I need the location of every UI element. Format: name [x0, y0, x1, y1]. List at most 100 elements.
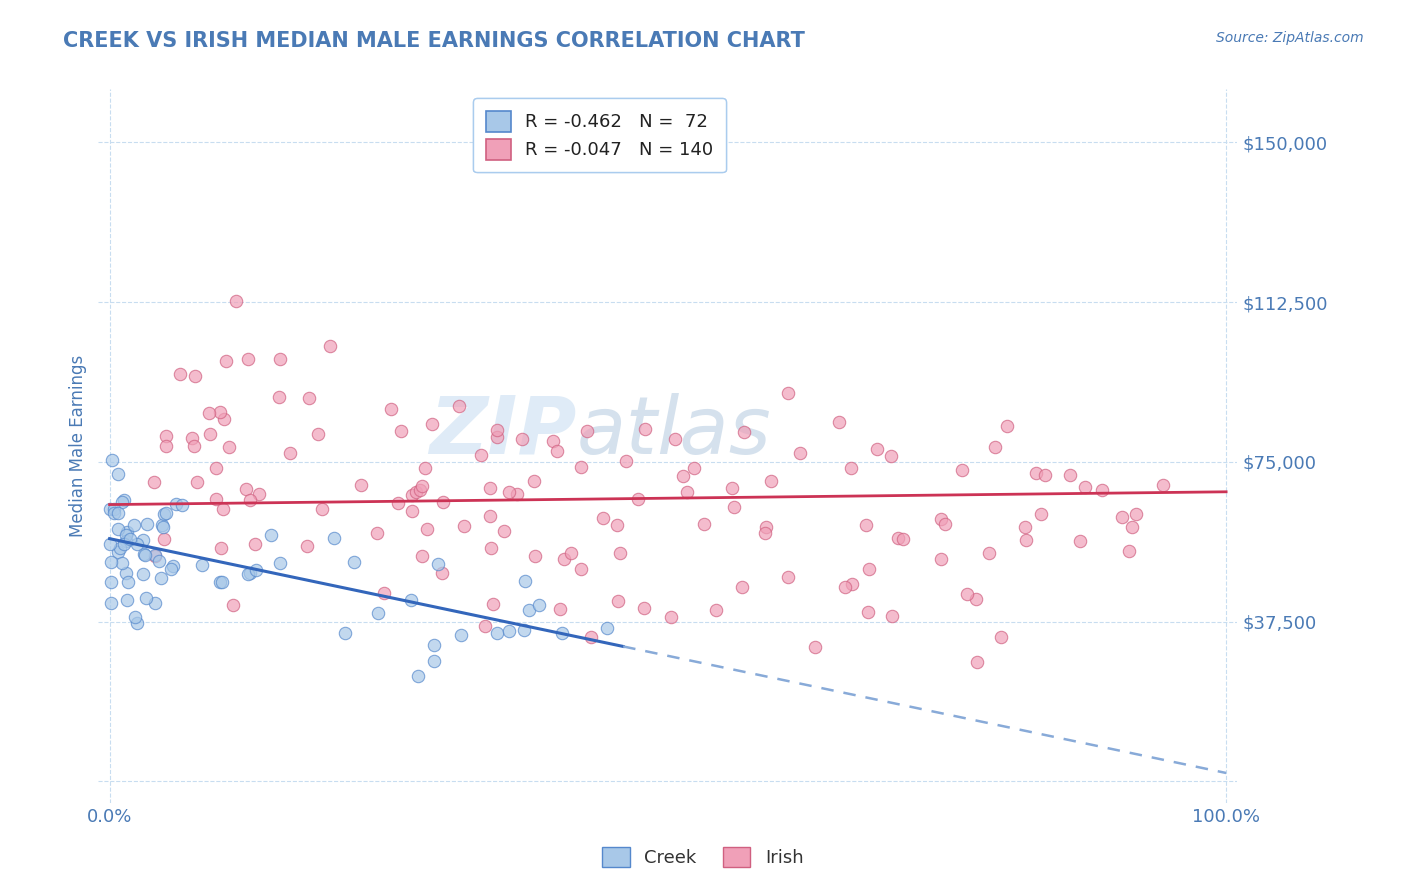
Point — [373, 586, 395, 600]
Point — [1033, 467, 1056, 482]
Point — [319, 339, 342, 353]
Point — [995, 418, 1018, 433]
Point — [307, 426, 329, 441]
Point — [498, 485, 520, 500]
Point — [380, 402, 402, 417]
Point — [1059, 468, 1081, 483]
Point — [929, 511, 952, 525]
Point — [841, 577, 863, 591]
Point — [672, 469, 695, 483]
Point — [486, 423, 509, 437]
Point — [804, 640, 827, 655]
Point — [399, 592, 422, 607]
Point — [198, 406, 221, 420]
Point — [222, 598, 245, 612]
Point — [269, 557, 291, 571]
Point — [132, 567, 155, 582]
Point — [103, 507, 125, 521]
Point — [411, 479, 433, 493]
Point — [778, 385, 800, 400]
Point — [541, 434, 564, 449]
Point — [524, 549, 547, 563]
Point — [616, 454, 638, 468]
Point — [335, 626, 357, 640]
Point — [423, 653, 446, 667]
Point — [212, 502, 235, 516]
Point — [956, 587, 979, 601]
Point — [247, 487, 270, 501]
Point — [839, 461, 862, 475]
Point — [409, 483, 432, 497]
Point — [153, 507, 176, 521]
Point — [485, 429, 508, 443]
Point — [965, 592, 987, 607]
Point — [1029, 508, 1052, 522]
Point — [606, 518, 628, 533]
Point — [575, 424, 598, 438]
Point — [143, 596, 166, 610]
Legend: Creek, Irish: Creek, Irish — [595, 839, 811, 874]
Point — [966, 655, 988, 669]
Point — [627, 492, 650, 507]
Text: atlas: atlas — [576, 392, 772, 471]
Point — [855, 517, 877, 532]
Point — [1125, 507, 1147, 521]
Point — [149, 571, 172, 585]
Point — [731, 580, 754, 594]
Point — [115, 566, 138, 580]
Point — [134, 548, 156, 562]
Point — [931, 552, 953, 566]
Point — [416, 522, 439, 536]
Point — [269, 390, 291, 404]
Point — [225, 294, 247, 309]
Point — [776, 570, 799, 584]
Point — [172, 498, 194, 512]
Point — [676, 485, 699, 500]
Point — [551, 625, 574, 640]
Point — [100, 537, 122, 551]
Point — [887, 531, 910, 545]
Point — [411, 549, 433, 563]
Point — [527, 598, 550, 612]
Point — [208, 574, 231, 589]
Point — [548, 601, 571, 615]
Point — [1074, 480, 1097, 494]
Point — [754, 525, 776, 540]
Point — [159, 561, 181, 575]
Point — [387, 496, 409, 510]
Point — [479, 481, 502, 495]
Point — [432, 494, 454, 508]
Point — [115, 524, 138, 539]
Point — [211, 541, 233, 556]
Point — [212, 412, 235, 426]
Point — [366, 525, 388, 540]
Legend: R = -0.462   N =  72, R = -0.047   N = 140: R = -0.462 N = 72, R = -0.047 N = 140 — [472, 98, 725, 172]
Point — [218, 441, 240, 455]
Point — [401, 503, 423, 517]
Point — [513, 574, 536, 588]
Point — [470, 448, 492, 462]
Point — [934, 516, 956, 531]
Point — [513, 623, 536, 637]
Point — [118, 532, 141, 546]
Point — [634, 422, 657, 436]
Point — [152, 532, 174, 546]
Point — [517, 603, 540, 617]
Point — [482, 598, 505, 612]
Point — [323, 531, 346, 545]
Point — [683, 461, 706, 475]
Point — [569, 459, 592, 474]
Y-axis label: Median Male Earnings: Median Male Earnings — [69, 355, 87, 537]
Point — [209, 405, 232, 419]
Point — [111, 495, 134, 509]
Point — [569, 561, 592, 575]
Point — [183, 439, 205, 453]
Point — [984, 440, 1007, 454]
Point — [125, 615, 148, 630]
Point — [723, 500, 745, 515]
Point — [866, 442, 889, 456]
Point — [135, 591, 157, 605]
Point — [606, 594, 628, 608]
Point — [367, 606, 389, 620]
Point — [1091, 483, 1114, 497]
